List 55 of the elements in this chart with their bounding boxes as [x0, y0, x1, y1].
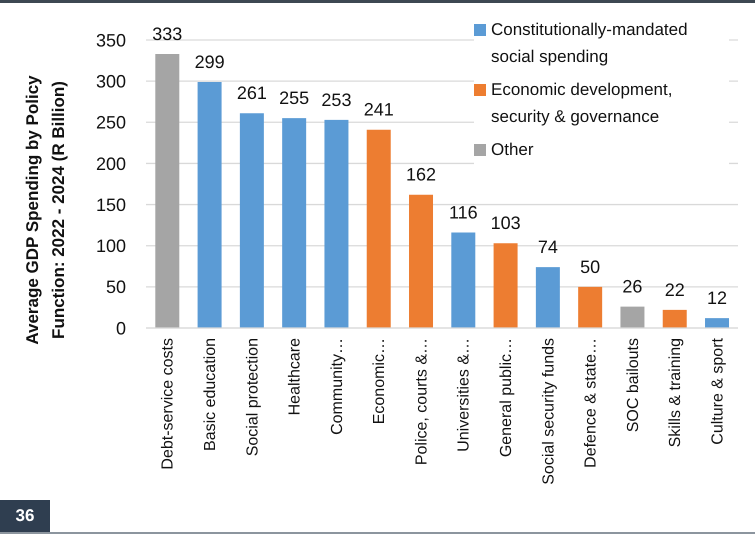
- x-tick-label: SOC bailouts: [624, 338, 642, 432]
- x-tick-label: Debt-service costs: [160, 338, 177, 470]
- legend-label: Constitutionally-mandated social spending: [491, 19, 689, 68]
- x-tick-label: General public…: [498, 338, 516, 458]
- x-tick-label: Basic education: [202, 338, 220, 451]
- y-tick-label: 250: [96, 112, 126, 133]
- bar: [451, 232, 476, 328]
- bar: [536, 267, 560, 328]
- x-tick-label: Skills & training: [667, 338, 684, 448]
- y-tick-label: 0: [116, 318, 126, 338]
- x-tick-label: Community…: [328, 338, 346, 435]
- x-tick-label: Police, courts &…: [413, 338, 430, 466]
- x-tick-label: Social protection: [244, 338, 262, 456]
- bar: [620, 306, 644, 328]
- data-label: 241: [364, 100, 394, 120]
- y-tick-label: 350: [96, 30, 126, 50]
- y-tick-label: 50: [106, 277, 126, 298]
- data-label: 299: [194, 52, 225, 72]
- y-tick-label: 300: [96, 72, 126, 92]
- data-label: 74: [538, 237, 558, 258]
- page-number-box: 36: [0, 500, 50, 532]
- bar: [282, 118, 306, 328]
- bar: [705, 318, 730, 328]
- bar: [578, 286, 602, 328]
- data-label: 50: [580, 256, 600, 277]
- data-label: 162: [406, 164, 436, 185]
- bar: [366, 130, 391, 328]
- bar: [494, 243, 518, 328]
- data-label: 103: [490, 213, 521, 234]
- x-tick-label: Defence & state…: [582, 338, 600, 468]
- bar: [324, 120, 348, 328]
- x-tick-label: Universities &…: [456, 338, 473, 452]
- data-label: 255: [279, 88, 310, 108]
- y-axis-title: Average GDP Spending by Policy Function: 2022 - 2024 (R Billion): [22, 74, 69, 347]
- data-label: 261: [236, 83, 267, 104]
- data-label: 26: [622, 276, 642, 297]
- x-tick-label: Economic…: [371, 338, 388, 424]
- data-label: 333: [152, 24, 182, 44]
- x-tick-label: Social security funds: [540, 338, 558, 485]
- bar: [240, 113, 264, 328]
- bar: [155, 54, 180, 328]
- data-label: 22: [664, 280, 685, 300]
- data-label: 116: [448, 202, 478, 223]
- data-label: 12: [707, 288, 728, 308]
- bar: [198, 82, 222, 328]
- y-tick-label: 150: [96, 194, 126, 215]
- legend-label: Other: [491, 139, 535, 161]
- data-label: 253: [321, 90, 352, 110]
- x-tick-label: Culture & sport: [709, 337, 726, 445]
- bar: [662, 310, 687, 328]
- x-tick-label: Healthcare: [286, 338, 304, 416]
- y-tick-label: 200: [96, 154, 126, 174]
- y-tick-label: 100: [96, 236, 126, 256]
- legend-label: Economic development, security & governance: [491, 79, 674, 128]
- bar: [409, 194, 434, 328]
